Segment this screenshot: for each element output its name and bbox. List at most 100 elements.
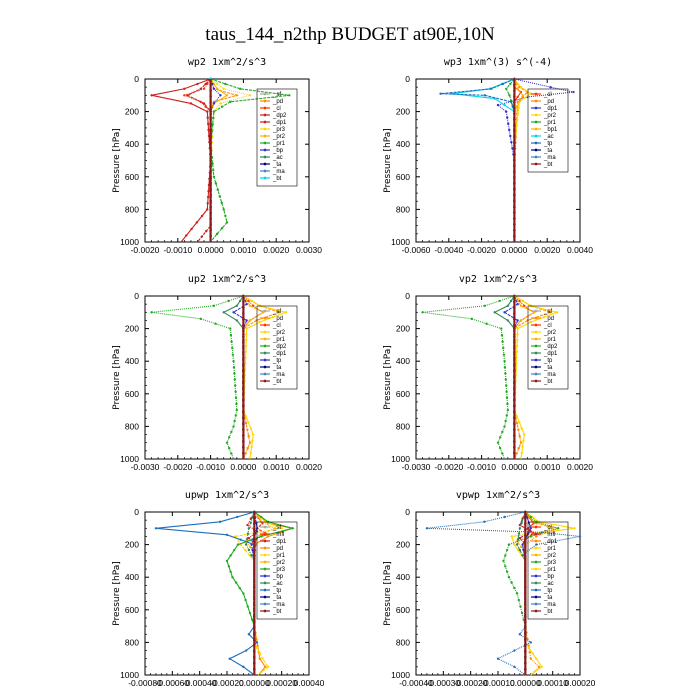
series-marker-pr1 (248, 319, 252, 322)
series-marker-tp (518, 633, 522, 636)
legend-label: _pr1 (272, 141, 286, 147)
series-marker-pd (518, 434, 521, 438)
y-axis-label: Pressure [hPa] (383, 128, 393, 193)
legend-marker (263, 148, 267, 152)
series-marker-dp2 (234, 390, 237, 393)
legend-label: _sf (272, 525, 281, 531)
x-tick-label: -0.0020 (434, 462, 463, 472)
series-marker-pr3 (236, 543, 240, 546)
y-tick-label: 200 (396, 107, 410, 117)
series-marker-pr1 (212, 110, 216, 113)
series-marker-dp2 (234, 384, 237, 387)
x-tick-label: -0.00020 (210, 678, 244, 688)
legend-marker (534, 134, 538, 138)
series-marker-dp2 (233, 419, 236, 423)
y-axis-label: Pressure [hPa] (383, 345, 393, 410)
legend-marker (263, 525, 267, 529)
series-marker-dp2 (230, 452, 233, 455)
series-marker-dp2 (206, 116, 209, 119)
x-tick-label: -0.00040 (183, 678, 217, 688)
legend-marker (534, 525, 538, 529)
legend-label: _dp1 (543, 539, 558, 545)
legend-marker (534, 309, 538, 313)
series-marker-pr1 (573, 527, 576, 530)
series-marker-pr1 (505, 87, 508, 90)
series-marker-pr2 (542, 315, 546, 319)
legend-label: _ma (272, 602, 285, 608)
x-tick-label: 0.0010 (263, 462, 289, 472)
series-marker-tp (228, 657, 231, 660)
legend-label: _tp (272, 358, 282, 364)
series-marker-dp2 (503, 360, 506, 363)
y-tick-label: 0 (134, 507, 139, 517)
series-marker-dp2 (230, 340, 233, 343)
y-tick-label: 600 (396, 605, 410, 615)
series-marker-dp2 (206, 195, 210, 199)
series-marker-pr3 (502, 559, 505, 563)
series-marker-pd (515, 421, 519, 425)
series-marker-dp1 (509, 299, 513, 303)
series-marker-dp2 (504, 372, 507, 375)
legend-marker (263, 134, 267, 138)
legend-marker (534, 546, 538, 550)
series-marker-pd (515, 452, 518, 455)
series-marker-pd (244, 421, 248, 425)
x-tick-label: 0.0000 (501, 462, 527, 472)
series-marker-pr2 (249, 545, 252, 549)
series-marker-ac (503, 103, 506, 107)
series-marker-pr2 (247, 421, 250, 424)
series-marker-tp (225, 533, 229, 537)
series-marker-ac (521, 554, 524, 557)
series-line-tp (440, 78, 515, 242)
series-marker-pr1 (508, 94, 511, 97)
series-marker-dp2 (232, 360, 235, 363)
legend-label: _tp (543, 141, 553, 147)
series-marker-pr2 (520, 545, 523, 549)
series-line-tp (155, 511, 258, 676)
series-marker-pr3 (231, 576, 234, 579)
legend-marker (534, 595, 538, 599)
y-tick-label: 200 (125, 107, 139, 117)
series-marker-tp (439, 92, 442, 95)
series-marker-dp1 (238, 299, 242, 303)
legend-marker (534, 316, 538, 320)
legend-label: _ma (272, 169, 285, 175)
series-marker-dp1 (509, 134, 512, 138)
series-marker-pd (266, 535, 270, 538)
series-marker-tp (503, 515, 507, 519)
legend-label: _cl (543, 92, 552, 98)
series-marker-pr2 (522, 439, 525, 442)
legend-label: _bt (272, 379, 282, 385)
series-marker-cl (516, 95, 519, 99)
series-marker-pr2 (515, 344, 519, 348)
series-marker-dp1 (186, 94, 189, 97)
legend-label: _sf (543, 309, 552, 315)
series-line-ac (516, 511, 526, 675)
series-marker-dp1 (235, 319, 239, 322)
legend-marker (263, 162, 267, 166)
series-marker-dp1 (202, 102, 206, 105)
series-marker-pd (258, 657, 261, 660)
series-marker-pr1 (519, 319, 523, 322)
series-marker-dp2 (498, 299, 501, 303)
series-marker-pr2 (516, 339, 519, 342)
y-tick-label: 0 (405, 74, 410, 84)
legend-marker (534, 365, 538, 369)
series-marker-dp2 (235, 402, 238, 406)
legend-label: _bt (543, 609, 553, 615)
series-marker-pr3 (229, 570, 232, 573)
series-marker-pr3 (259, 515, 263, 519)
y-tick-label: 600 (125, 172, 139, 182)
series-marker-tp (483, 520, 486, 523)
series-marker-dp2 (207, 189, 210, 193)
legend-label: _pd (543, 99, 554, 105)
series-marker-pd (549, 311, 552, 314)
x-tick-label: 0.0010 (534, 462, 560, 472)
x-tick-label: 0.0000 (501, 245, 527, 255)
series-marker-pr3 (515, 592, 519, 595)
series-marker-dp2 (233, 372, 236, 375)
x-tick-label: 0.0040 (567, 245, 593, 255)
panel-2: up2 1xm^2/s^3 -0.0030 -0.0020 -0.0010 0.0000… (112, 274, 322, 472)
series-marker-pd (526, 319, 529, 322)
y-tick-label: 1000 (120, 454, 139, 464)
